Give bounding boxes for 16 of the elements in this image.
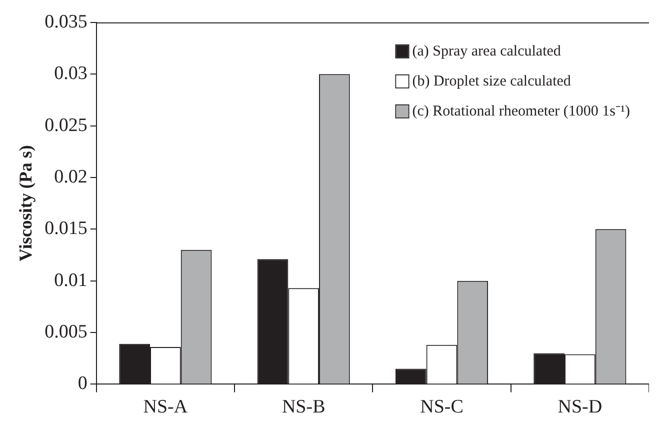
x-tick-label: NS-D xyxy=(558,396,602,418)
y-tick-label: 0 xyxy=(78,373,88,394)
x-tick-label: NS-C xyxy=(420,396,464,418)
y-axis-title: Viscosity (Pa s) xyxy=(15,145,36,262)
legend-label: (c) Rotational rheometer (1000 1s⁻¹) xyxy=(412,103,630,120)
legend-label: (b) Droplet size calculated xyxy=(412,73,572,90)
y-tick-label: 0.01 xyxy=(54,270,88,291)
y-tick-label: 0.03 xyxy=(54,63,88,84)
y-tick-label: 0.035 xyxy=(44,11,88,32)
y-tick-label: 0.025 xyxy=(44,114,88,136)
x-tick-label: NS-B xyxy=(282,396,326,418)
y-tick-label: 0.02 xyxy=(54,166,88,188)
x-tick-label: NS-A xyxy=(143,396,188,418)
y-tick-label: 0.005 xyxy=(44,322,88,342)
y-tick-label: 0.015 xyxy=(44,218,88,240)
legend-label: (a) Spray area calculated xyxy=(412,43,562,60)
